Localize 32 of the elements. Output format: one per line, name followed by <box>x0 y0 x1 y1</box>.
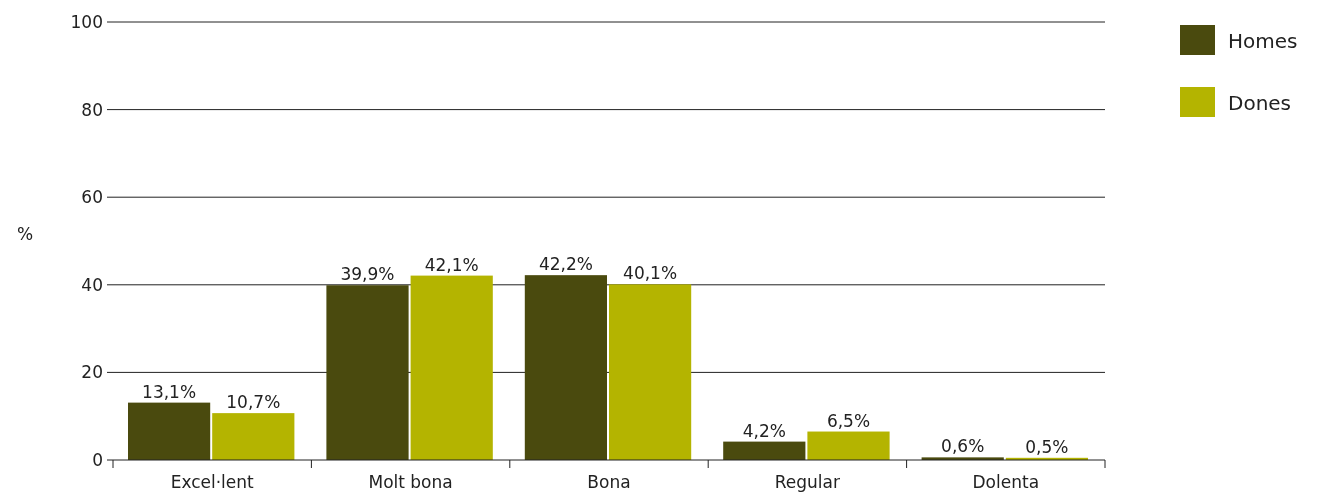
bar <box>326 285 409 460</box>
y-axis-title: % <box>16 224 34 244</box>
y-tick-label: 20 <box>81 362 103 383</box>
bar <box>524 275 607 460</box>
data-label: 42,1% <box>424 254 479 275</box>
data-label: 13,1% <box>142 381 197 402</box>
x-tick-label: Molt bona <box>368 472 453 492</box>
bar <box>609 284 692 460</box>
x-tick-label: Excel·lent <box>170 472 255 492</box>
bar <box>410 275 493 460</box>
data-label: 0,5% <box>1025 436 1069 457</box>
x-tick-label: Dolenta <box>972 472 1040 492</box>
bar <box>212 413 295 460</box>
data-label: 10,7% <box>226 392 281 413</box>
data-label: 4,2% <box>742 420 786 441</box>
y-tick-label: 80 <box>81 99 103 120</box>
x-tick-label: Regular <box>774 472 841 492</box>
y-tick-label: 0 <box>92 450 103 470</box>
data-label: 40,1% <box>623 263 678 284</box>
data-label: 6,5% <box>826 410 871 431</box>
bar <box>807 431 890 460</box>
y-tick-label: 100 <box>70 12 103 32</box>
data-label: 39,9% <box>340 264 395 285</box>
data-label: 42,2% <box>538 254 593 275</box>
legend-label: Dones <box>1228 91 1292 115</box>
bar <box>723 441 806 460</box>
x-tick-label: Bona <box>587 472 631 492</box>
legend-label: Homes <box>1228 29 1298 53</box>
y-tick-label: 60 <box>81 187 103 208</box>
bar <box>128 402 211 460</box>
data-label: 0,6% <box>941 436 985 457</box>
y-tick-label: 40 <box>81 274 103 295</box>
